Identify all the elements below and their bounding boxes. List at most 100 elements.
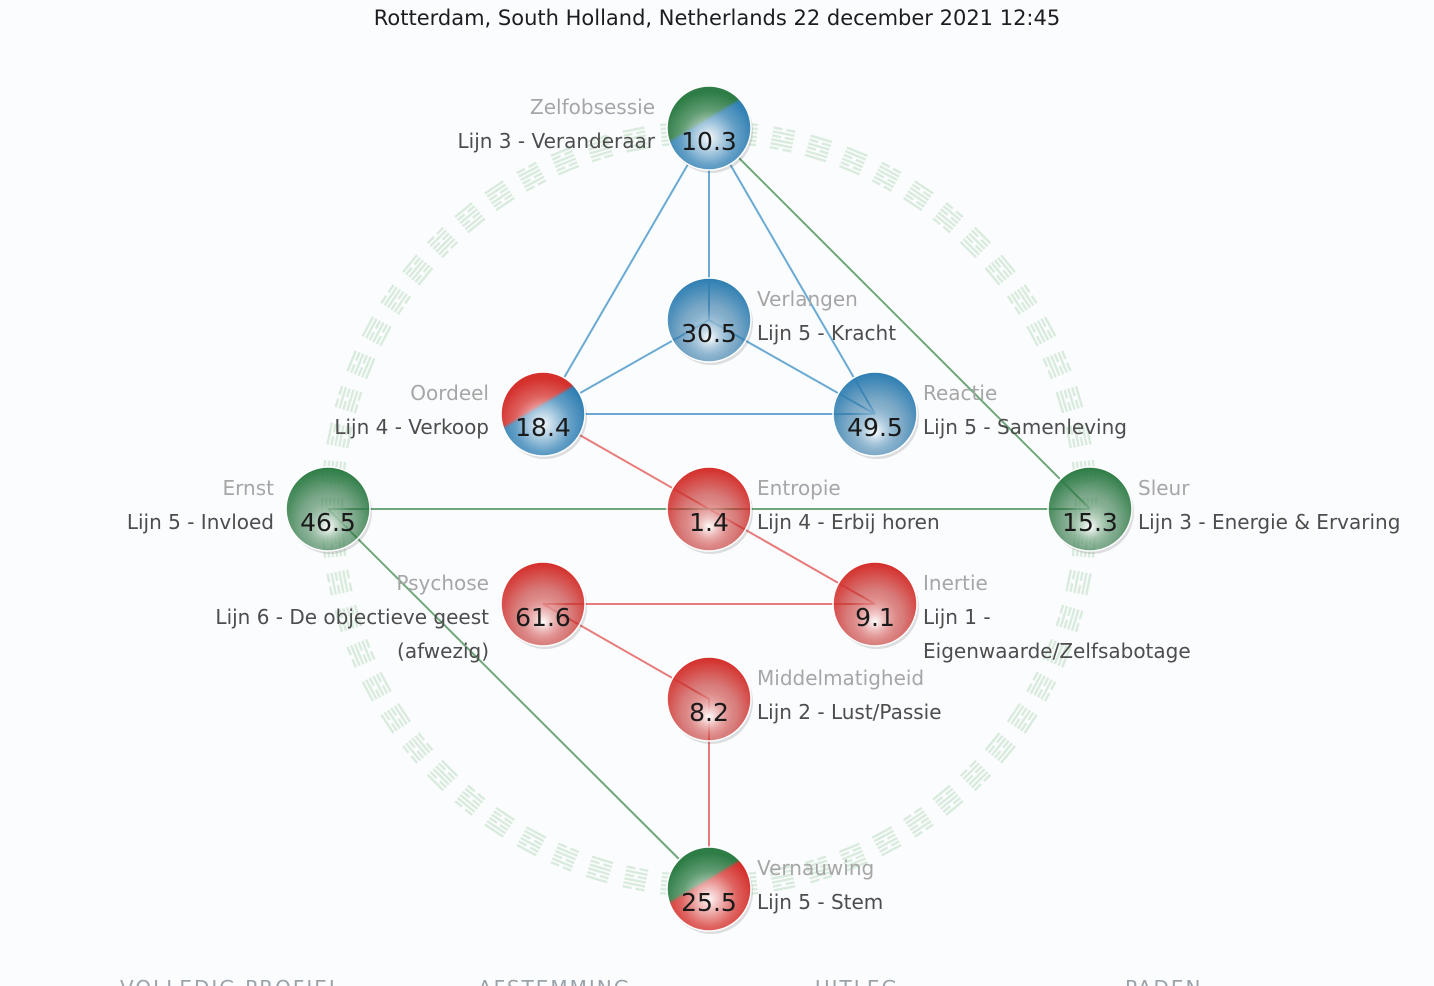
node-name: Verlangen bbox=[757, 287, 858, 311]
node-name: Vernauwing bbox=[757, 856, 874, 880]
node-entropie[interactable]: 1.4 Entropie Lijn 4 - Erbij horen bbox=[666, 466, 940, 554]
hexagram-glyph bbox=[334, 385, 363, 414]
link-zelfobsessie-sleur bbox=[708, 127, 1091, 510]
node-line-label: Lijn 5 - Kracht bbox=[757, 321, 896, 345]
node-rim bbox=[832, 561, 918, 647]
hexagram-glyph bbox=[902, 806, 934, 838]
node-line-label: Lijn 3 - Energie & Ervaring bbox=[1138, 510, 1400, 534]
hexagram-glyph bbox=[932, 202, 964, 234]
node-name: Oordeel bbox=[410, 381, 489, 405]
hexagram-glyph bbox=[959, 226, 992, 259]
hexagram-glyph bbox=[402, 254, 434, 286]
hexagram-glyph bbox=[804, 855, 833, 884]
node-zelfobsessie[interactable]: 10.3 Zelfobsessie Lijn 3 - Veranderaar bbox=[458, 85, 754, 173]
hexagram-glyph bbox=[1026, 671, 1057, 702]
hexagram-glyph bbox=[326, 569, 353, 596]
node-name: Reactie bbox=[923, 381, 997, 405]
node-name: Zelfobsessie bbox=[530, 95, 655, 119]
node-oordeel[interactable]: 18.4 Oordeel Lijn 4 - Verkoop bbox=[334, 371, 587, 459]
node-rim bbox=[285, 466, 371, 552]
node-value: 10.3 bbox=[681, 127, 737, 156]
node-rim bbox=[666, 466, 752, 552]
hexagram-glyph bbox=[361, 316, 392, 347]
node-rim bbox=[500, 561, 586, 647]
node-line-label: Lijn 5 - Invloed bbox=[127, 510, 274, 534]
node-value: 8.2 bbox=[689, 698, 729, 727]
hexagram-glyph bbox=[769, 865, 796, 892]
hexagram-glyph bbox=[984, 732, 1016, 764]
node-sphere bbox=[667, 657, 751, 741]
hexagram-glyph bbox=[1065, 569, 1092, 596]
link-zelfobsessie-oordeel bbox=[542, 127, 710, 415]
sphere-nodes: 10.3 Zelfobsessie Lijn 3 - Veranderaar 30.5… bbox=[127, 85, 1400, 934]
link-ernst-vernauwing bbox=[327, 508, 710, 890]
hexagram-glyph bbox=[622, 865, 649, 892]
node-shine bbox=[501, 372, 585, 456]
node-sphere bbox=[667, 467, 751, 551]
node-name: Psychose bbox=[396, 571, 489, 595]
node-rim bbox=[1047, 466, 1133, 552]
node-line-label: Lijn 2 - Lust/Passie bbox=[757, 700, 942, 724]
hexagram-glyph bbox=[454, 784, 486, 816]
node-value: 30.5 bbox=[681, 319, 737, 348]
hexagram-glyph bbox=[804, 134, 833, 163]
node-name: Sleur bbox=[1138, 476, 1190, 500]
hexagram-glyph bbox=[550, 146, 580, 176]
hexagram-glyph bbox=[484, 806, 516, 838]
node-sphere bbox=[501, 562, 585, 646]
hexagram-glyph bbox=[1006, 702, 1038, 734]
hexagram-glyph bbox=[346, 638, 376, 668]
hexagram-glyph bbox=[1026, 316, 1057, 347]
nav-full-profile[interactable]: Volledig profiel bbox=[120, 976, 342, 986]
node-line-label: Lijn 1 - bbox=[923, 605, 991, 629]
hexagram-glyph bbox=[454, 202, 486, 234]
node-sleur[interactable]: 15.3 Sleur Lijn 3 - Energie & Ervaring bbox=[1047, 466, 1400, 554]
hexagram-glyph bbox=[426, 759, 459, 792]
hexagram-glyph bbox=[585, 134, 614, 163]
node-rim bbox=[666, 85, 752, 171]
node-value: 15.3 bbox=[1062, 508, 1118, 537]
node-value: 18.4 bbox=[515, 413, 571, 442]
node-vernauwing[interactable]: 25.5 Vernauwing Lijn 5 - Stem bbox=[666, 846, 883, 934]
hexagram-glyph bbox=[334, 604, 363, 633]
hexagram-glyph bbox=[871, 826, 902, 857]
node-value: 49.5 bbox=[847, 413, 903, 442]
node-reactie[interactable]: 49.5 Reactie Lijn 5 - Samenleving bbox=[832, 371, 1127, 459]
hexagram-glyph bbox=[326, 422, 353, 449]
node-line-label: Lijn 5 - Samenleving bbox=[923, 415, 1127, 439]
bottom-navigation: Volledig profiel Afstemming Uitleg Paden bbox=[0, 972, 1434, 986]
node-rim bbox=[666, 277, 752, 363]
hexagram-glyph bbox=[1055, 604, 1084, 633]
hexagram-glyph bbox=[550, 842, 580, 872]
hexagram-glyph bbox=[426, 226, 459, 259]
hexagram-glyph bbox=[871, 161, 902, 192]
hexagram-glyph bbox=[959, 759, 992, 792]
node-line-label: Lijn 4 - Erbij horen bbox=[757, 510, 940, 534]
nav-explanation[interactable]: Uitleg bbox=[815, 976, 899, 986]
node-line-label: Lijn 5 - Stem bbox=[757, 890, 883, 914]
node-middelmatigheid[interactable]: 8.2 Middelmatigheid Lijn 2 - Lust/Passie bbox=[666, 656, 942, 744]
hexagram-glyph bbox=[1006, 284, 1038, 316]
node-line-label-2: Eigenwaarde/Zelfsabotage bbox=[923, 639, 1191, 663]
hexagram-glyph bbox=[585, 855, 614, 884]
node-name: Entropie bbox=[757, 476, 841, 500]
hexagram-glyph bbox=[516, 826, 547, 857]
node-value: 61.6 bbox=[515, 603, 571, 632]
node-ernst[interactable]: 46.5 Ernst Lijn 5 - Invloed bbox=[127, 466, 372, 554]
hexagram-glyph bbox=[402, 732, 434, 764]
hexagram-glyph bbox=[346, 350, 376, 380]
node-inertie[interactable]: 9.1 Inertie Lijn 1 - Eigenwaarde/Zelfsabota… bbox=[832, 561, 1191, 663]
hexagram-glyph bbox=[984, 254, 1016, 286]
hexagram-glyph bbox=[838, 842, 868, 872]
node-verlangen[interactable]: 30.5 Verlangen Lijn 5 - Kracht bbox=[666, 277, 896, 365]
nav-paths[interactable]: Paden bbox=[1125, 976, 1202, 986]
node-psychose[interactable]: 61.6 Psychose Lijn 6 - De objectieve geest… bbox=[215, 561, 587, 663]
node-name: Middelmatigheid bbox=[757, 666, 924, 690]
node-shine bbox=[667, 847, 751, 931]
node-rim bbox=[666, 656, 752, 742]
node-value: 9.1 bbox=[855, 603, 895, 632]
nav-alignment[interactable]: Afstemming bbox=[478, 976, 631, 986]
hexagram-glyph bbox=[838, 146, 868, 176]
node-sphere bbox=[1048, 467, 1132, 551]
